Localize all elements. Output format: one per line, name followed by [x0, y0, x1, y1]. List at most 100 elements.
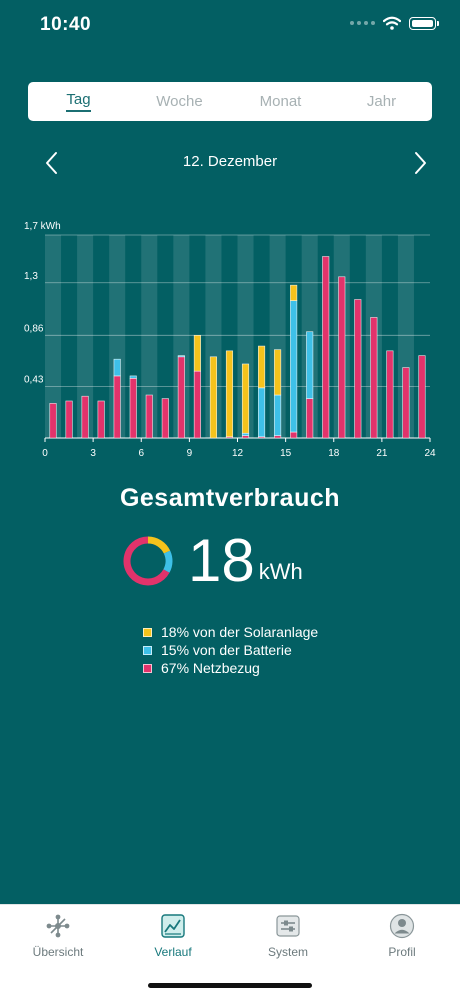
y-tick-label: 1,3 — [24, 271, 38, 282]
tab-monat[interactable]: Monat — [230, 82, 331, 121]
legend-swatch-solar — [143, 627, 152, 637]
tab-system-label: System — [267, 945, 308, 959]
bar-battery — [306, 331, 314, 399]
tab-uebersicht[interactable]: Übersicht — [12, 913, 104, 959]
x-tick-label: 6 — [138, 448, 144, 459]
bar-battery — [274, 394, 282, 436]
tab-jahr-label: Jahr — [366, 93, 397, 110]
tab-profil-label: Profil — [388, 945, 416, 959]
status-time: 10:40 — [40, 14, 92, 35]
wifi-icon — [383, 16, 401, 30]
tab-bar: Übersicht Verlauf System Profil — [0, 904, 460, 997]
consumption-chart: 0,43 0,86 1,3 1,7 kWh 0 3 6 9 12 15 18 21 24 — [24, 221, 436, 459]
bar-grid — [161, 398, 169, 439]
share-donut-chart — [123, 536, 173, 586]
home-indicator — [148, 983, 312, 988]
donut-segment-battery — [163, 550, 173, 573]
legend-item-grid: 67% Netzbezug — [143, 659, 318, 677]
x-tick-label: 15 — [280, 448, 292, 459]
bar-grid — [65, 400, 73, 439]
bar-grid — [177, 356, 185, 439]
column-shade — [397, 235, 414, 438]
tab-jahr[interactable]: Jahr — [331, 82, 432, 121]
signal-icon — [350, 21, 375, 25]
bar-battery — [241, 432, 250, 436]
legend-swatch-battery — [143, 645, 152, 655]
bar-grid — [338, 276, 346, 439]
column-shade — [237, 235, 254, 438]
sliders-icon — [276, 915, 300, 937]
user-icon — [389, 913, 415, 939]
date-navigation: 12. Dezember — [0, 145, 460, 181]
y-tick-label: 0,86 — [24, 323, 44, 334]
bar-grid — [145, 394, 153, 439]
legend: 18% von der Solaranlage 15% von der Batt… — [143, 623, 318, 677]
bar-grid — [370, 317, 378, 439]
x-tick-label: 24 — [424, 448, 436, 459]
tab-tag[interactable]: Tag — [28, 82, 129, 121]
status-icons — [350, 16, 439, 30]
tab-verlauf-label: Verlauf — [154, 945, 192, 959]
bar-solar — [225, 350, 234, 438]
column-shade — [45, 235, 62, 438]
tab-woche[interactable]: Woche — [129, 82, 230, 121]
x-tick-label: 18 — [328, 448, 340, 459]
bar-grid — [322, 256, 330, 439]
bar-grid — [193, 370, 201, 439]
column-shade — [141, 235, 158, 438]
tab-monat-label: Monat — [259, 93, 302, 110]
network-icon — [46, 914, 70, 938]
bar-battery — [258, 387, 266, 438]
tab-uebersicht-label: Übersicht — [32, 945, 84, 959]
bar-grid — [402, 367, 410, 439]
status-bar: 10:40 — [0, 0, 460, 52]
date-label: 12. Dezember — [182, 153, 278, 170]
bar-battery — [113, 358, 121, 377]
battery-icon — [409, 16, 439, 30]
column-shade — [205, 235, 222, 438]
y-tick-label: 0,43 — [24, 375, 44, 386]
chevron-right-icon[interactable] — [406, 149, 434, 177]
bar-grid — [290, 431, 298, 439]
bar-battery — [177, 355, 185, 358]
column-shade — [109, 235, 126, 438]
bar-grid — [354, 299, 362, 439]
x-tick-label: 3 — [90, 448, 96, 459]
legend-label-solar: 18% von der Solaranlage — [161, 624, 319, 640]
x-tick-label: 12 — [232, 448, 244, 459]
bar-grid — [241, 435, 250, 439]
x-tick-label: 9 — [187, 448, 193, 459]
tab-profil[interactable]: Profil — [356, 913, 448, 959]
total-unit: kWh — [258, 559, 303, 584]
bar-solar — [209, 356, 217, 439]
column-shade — [173, 235, 190, 438]
bar-grid — [49, 403, 57, 439]
legend-item-battery: 15% von der Batterie — [143, 641, 318, 659]
bar-battery — [290, 300, 298, 433]
bar-grid — [81, 395, 89, 439]
bar-solar — [258, 345, 266, 389]
tab-tag-label: Tag — [66, 91, 91, 112]
chevron-left-icon[interactable] — [38, 149, 66, 177]
legend-swatch-grid — [143, 663, 152, 673]
bar-solar — [241, 363, 250, 434]
legend-label-battery: 15% von der Batterie — [161, 642, 292, 658]
total-value: 18 — [188, 527, 255, 594]
chart-icon — [161, 914, 185, 938]
legend-item-solar: 18% von der Solaranlage — [143, 623, 318, 641]
donut-segment-solar — [147, 536, 171, 554]
period-selector: Tag Woche Monat Jahr — [28, 82, 432, 121]
tab-woche-label: Woche — [156, 93, 203, 110]
bar-grid — [97, 400, 105, 439]
column-shade — [77, 235, 94, 438]
bar-grid — [129, 377, 137, 439]
bar-solar — [193, 335, 201, 372]
bar-solar — [274, 349, 282, 396]
tab-verlauf[interactable]: Verlauf — [127, 913, 219, 959]
bar-grid — [306, 398, 314, 439]
bar-solar — [290, 284, 298, 301]
x-tick-label: 21 — [376, 448, 388, 459]
tab-system[interactable]: System — [242, 913, 334, 959]
bar-battery — [129, 375, 137, 379]
x-tick-label: 0 — [42, 448, 48, 459]
